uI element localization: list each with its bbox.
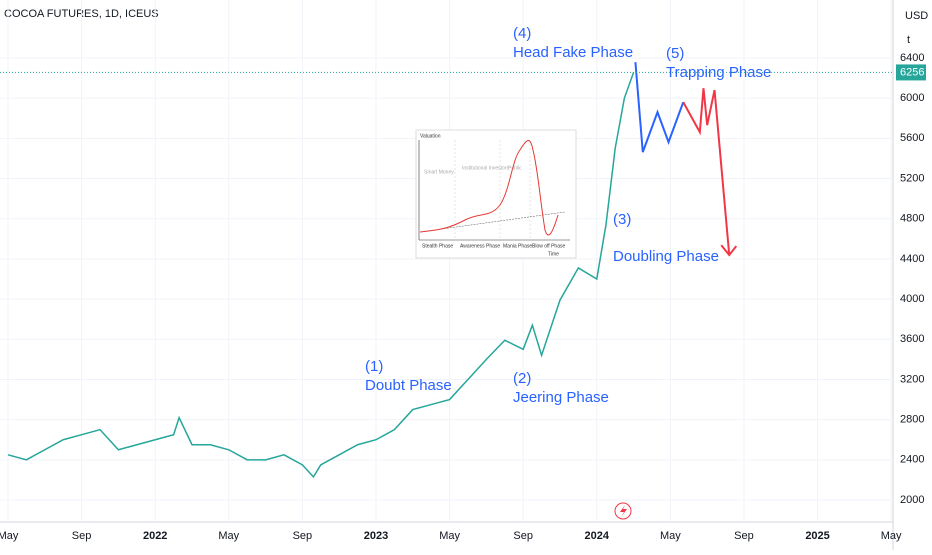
y-tick-label: 6000 xyxy=(900,92,924,104)
inset-curve xyxy=(419,140,559,236)
y-tick-label: 6400 xyxy=(900,52,924,64)
annotation: (4) xyxy=(513,25,531,42)
inset-label: Blow off Phase xyxy=(532,243,565,249)
currency: USD xyxy=(905,10,928,22)
y-tick-label: 3200 xyxy=(900,373,924,385)
inset-label: Stealth Phase xyxy=(422,243,453,249)
x-tick-label: 2024 xyxy=(585,530,610,542)
y-tick-label: 5200 xyxy=(900,172,924,184)
y-tick-label: 2800 xyxy=(900,414,924,426)
annotation: (1) xyxy=(365,358,383,375)
x-tick-label: 2023 xyxy=(364,530,388,542)
scale-mode: t xyxy=(907,34,910,46)
x-tick-label: 2022 xyxy=(143,530,167,542)
x-tick-label: May xyxy=(660,530,681,542)
x-tick-label: Sep xyxy=(734,530,754,542)
x-tick-label: Sep xyxy=(72,530,92,542)
y-tick-label: 4800 xyxy=(900,213,924,225)
x-tick-label: May xyxy=(881,530,902,542)
inset-label: Time xyxy=(548,251,559,257)
annotation: Head Fake Phase xyxy=(513,44,633,61)
x-tick-label: May xyxy=(218,530,239,542)
inset-label: Mania Phase xyxy=(503,243,532,249)
projection-line xyxy=(682,88,731,256)
y-tick-label: 5600 xyxy=(900,132,924,144)
price-line xyxy=(7,72,635,479)
x-tick-label: May xyxy=(439,530,460,542)
event-bolt[interactable] xyxy=(620,505,627,517)
annotation: Jeering Phase xyxy=(513,389,609,406)
annotation: Doubt Phase xyxy=(365,377,452,394)
y-tick-label: 4000 xyxy=(900,293,924,305)
inset-label: Institutional Investors xyxy=(462,165,509,171)
annotation: Doubling Phase xyxy=(613,248,719,265)
annotation: (5) xyxy=(666,45,684,62)
projection-line xyxy=(634,62,685,153)
inset-label: Valuation xyxy=(420,133,441,139)
inset-frame xyxy=(415,129,577,259)
x-tick-label: Sep xyxy=(513,530,533,542)
inset-label: Public xyxy=(508,165,522,171)
x-tick-label: May xyxy=(0,530,19,542)
annotation: (2) xyxy=(513,370,531,387)
x-tick-label: Sep xyxy=(293,530,313,542)
annotation: (3) xyxy=(613,211,631,228)
y-tick-label: 3600 xyxy=(900,333,924,345)
y-tick-label: 2000 xyxy=(900,494,924,506)
last-price-box xyxy=(896,64,926,81)
inset-label: Smart Money xyxy=(424,169,454,175)
inset-label: Awareness Phase xyxy=(460,243,500,249)
arrow-head xyxy=(720,244,738,257)
inset: Valuation Time Smart Money Institutional… xyxy=(415,129,577,259)
y-tick-label: 4400 xyxy=(900,253,924,265)
y-tick-label: 2400 xyxy=(900,454,924,466)
x-tick-label: 2025 xyxy=(805,530,829,542)
last-price-label: 6256 xyxy=(900,66,924,78)
annotation: Trapping Phase xyxy=(666,64,771,81)
event-icon[interactable] xyxy=(614,502,632,520)
